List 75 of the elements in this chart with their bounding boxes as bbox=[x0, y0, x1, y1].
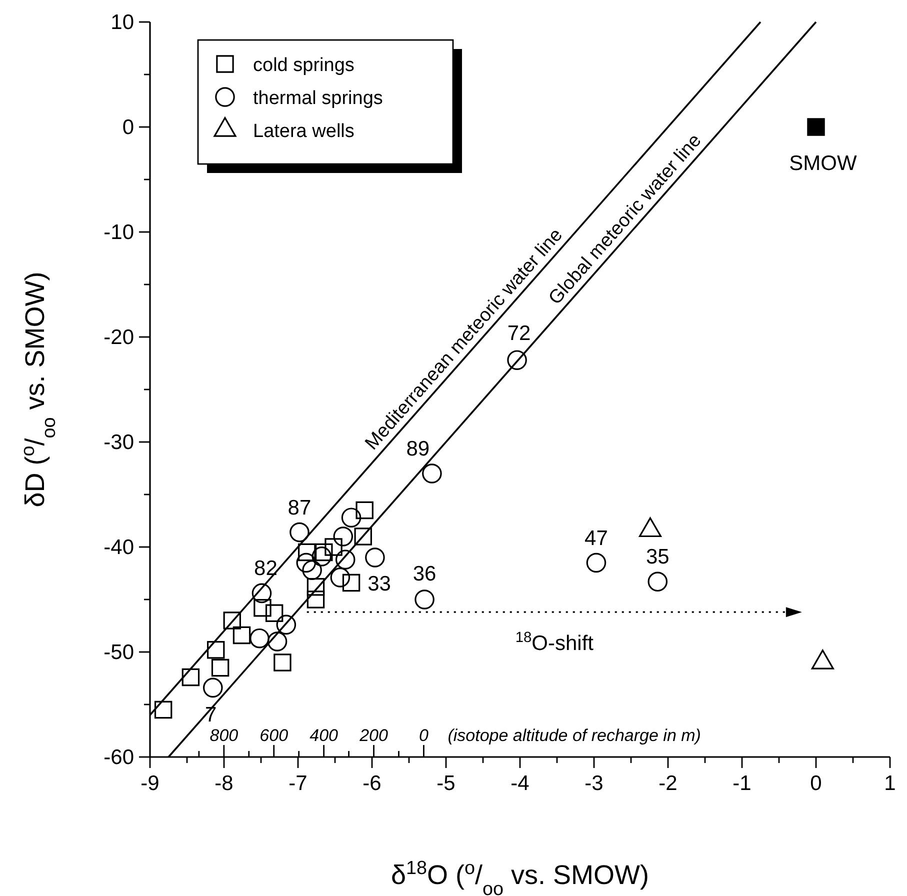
point bbox=[252, 583, 272, 604]
point bbox=[223, 612, 242, 630]
point bbox=[296, 552, 316, 573]
point bbox=[254, 599, 272, 617]
x-axis-title: δ$^{18}$O ($^{o}$/$_{oo}$ vs. SMOW) bbox=[390, 858, 650, 896]
x-tick-label: 1 bbox=[884, 772, 896, 795]
point bbox=[333, 526, 354, 546]
x2-tick-label: 400 bbox=[310, 726, 339, 745]
point bbox=[312, 546, 332, 566]
x-tick-label: 0 bbox=[810, 772, 822, 795]
x2-tick-label: 800 bbox=[210, 726, 239, 745]
x-tick-label: -7 bbox=[288, 772, 308, 795]
point bbox=[586, 552, 606, 573]
x-tick-label: -2 bbox=[658, 772, 678, 795]
point bbox=[298, 543, 316, 562]
x2-tick-label: 600 bbox=[260, 726, 289, 745]
point bbox=[306, 590, 325, 608]
x-tick-label: -8 bbox=[214, 772, 234, 795]
point bbox=[306, 578, 325, 596]
x2-axis-title: (isotope altitude of recharge in m) bbox=[448, 726, 701, 745]
annotation: 47 bbox=[584, 526, 608, 550]
x-tick-label: -1 bbox=[732, 772, 752, 795]
y-tick-label: 0 bbox=[122, 116, 134, 139]
y-tick-label: -10 bbox=[104, 221, 134, 244]
annotation: SMOW bbox=[789, 152, 858, 175]
point bbox=[182, 668, 200, 686]
annotation: 33 bbox=[368, 572, 391, 596]
point bbox=[232, 626, 251, 644]
x-tick-label: -4 bbox=[510, 772, 530, 795]
point bbox=[207, 641, 225, 659]
y-tick-label: -50 bbox=[104, 641, 134, 664]
legend-label: Latera wells bbox=[253, 121, 354, 142]
annotation: 72 bbox=[507, 322, 531, 345]
legend-label: thermal springs bbox=[253, 88, 383, 109]
x-tick-label: -3 bbox=[584, 772, 604, 795]
y-tick-label: -40 bbox=[104, 536, 134, 559]
point bbox=[414, 590, 434, 610]
x-tick-label: -9 bbox=[140, 772, 160, 795]
legend-label: cold springs bbox=[253, 55, 354, 76]
point bbox=[250, 628, 270, 648]
annotation: 87 bbox=[288, 496, 312, 519]
y-tick-label: -20 bbox=[104, 326, 134, 349]
point bbox=[341, 508, 362, 528]
point bbox=[276, 614, 296, 635]
point bbox=[507, 350, 527, 370]
annotation: $^{18}$O-shift bbox=[515, 630, 594, 656]
point bbox=[154, 700, 172, 719]
point bbox=[356, 501, 374, 520]
x-tick-label: -5 bbox=[436, 772, 456, 795]
point bbox=[315, 543, 333, 562]
point bbox=[290, 522, 310, 542]
x2-tick-label: 0 bbox=[418, 726, 429, 745]
point bbox=[342, 574, 360, 592]
y-tick-label: 10 bbox=[110, 11, 134, 34]
point bbox=[422, 464, 442, 484]
point bbox=[648, 572, 668, 592]
point bbox=[330, 568, 350, 588]
x2-tick-label: 200 bbox=[358, 726, 388, 745]
point bbox=[354, 528, 372, 546]
point bbox=[302, 560, 322, 580]
point bbox=[211, 658, 230, 677]
point bbox=[274, 654, 292, 672]
x-tick-label: -6 bbox=[362, 772, 382, 795]
point bbox=[265, 604, 284, 622]
annotation: 35 bbox=[646, 545, 670, 568]
y-tick-label: -30 bbox=[104, 431, 134, 454]
point bbox=[324, 538, 342, 556]
point bbox=[335, 550, 356, 570]
point bbox=[807, 118, 825, 136]
annotation: 36 bbox=[412, 562, 436, 586]
y-tick-label: -60 bbox=[104, 746, 134, 769]
point bbox=[365, 548, 385, 568]
point bbox=[203, 678, 223, 698]
point bbox=[267, 632, 288, 652]
annotation: 82 bbox=[254, 556, 278, 580]
